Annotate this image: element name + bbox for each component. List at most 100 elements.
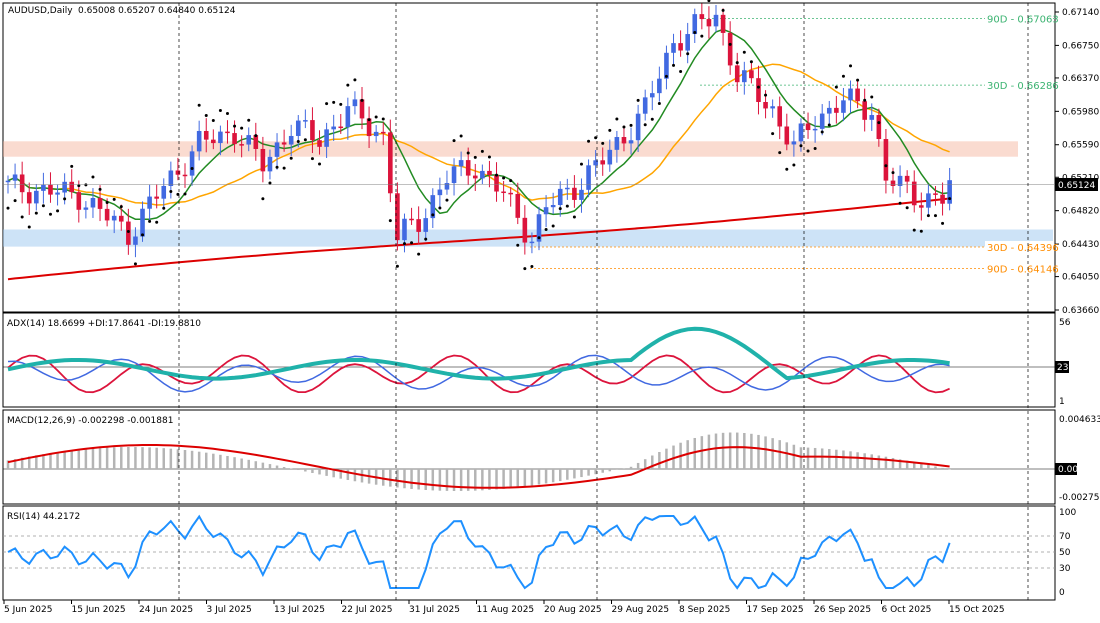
psar-dot: [813, 147, 817, 151]
psar-dot: [445, 198, 449, 202]
candle-body: [76, 192, 82, 210]
psar-dot: [353, 78, 357, 82]
psar-dot: [856, 78, 860, 82]
psar-dot: [948, 197, 952, 201]
rsi-title: RSI(14) 44.2172: [7, 512, 80, 522]
psar-dot: [417, 252, 421, 256]
candle-body: [274, 142, 280, 157]
candle-body: [104, 208, 110, 221]
rsi-panel[interactable]: RSI(14) 44.2172 100 70 50 30 0: [2, 505, 1076, 601]
time-axis-label: 24 Jun 2025: [139, 605, 193, 615]
candle-body: [133, 236, 138, 245]
adx-panel[interactable]: ADX(14) 18.6699 +DI:17.8641 -DI:19.8810 …: [2, 312, 1071, 408]
psar-dot: [452, 139, 456, 143]
psar-dot: [629, 123, 633, 127]
candle-body: [480, 170, 485, 179]
last-price-box: [1055, 178, 1098, 191]
adx-line: [7, 326, 950, 381]
psar-dot: [388, 219, 392, 223]
macd-tick-zero: 0.00: [1058, 465, 1078, 475]
psar-dot: [63, 197, 67, 201]
psar-dot: [162, 206, 166, 210]
price-axis: 0.671400.667500.663700.659800.655900.652…: [1055, 8, 1099, 316]
candle-body: [260, 148, 266, 172]
psar-dot: [509, 179, 513, 183]
candle-body: [657, 78, 662, 94]
candle-body: [310, 120, 315, 141]
candle-body: [317, 140, 322, 147]
psar-dot: [459, 134, 463, 138]
rsi-tick-label: 50: [1059, 548, 1071, 558]
candle-body: [494, 175, 499, 192]
candle-body: [911, 181, 917, 206]
adx-tick-top: 56: [1059, 318, 1071, 328]
psar-dot: [133, 262, 137, 266]
candle-body: [19, 174, 25, 193]
level-label-bg: [985, 12, 1053, 25]
candle-body: [189, 151, 195, 176]
support-zone: [3, 229, 1053, 247]
candle-body: [416, 219, 421, 232]
candle-body: [848, 88, 853, 101]
psar-dot: [346, 83, 350, 87]
psar-dot: [657, 102, 661, 106]
candle-body: [628, 140, 634, 144]
psar-dot: [799, 144, 803, 148]
psar-dot: [261, 197, 265, 201]
psar-dot: [877, 121, 881, 125]
macd-panel[interactable]: MACD(12,26,9) -0.002298 -0.001881 0.0046…: [2, 409, 1100, 505]
candle-body: [62, 181, 67, 193]
psar-dot: [827, 123, 831, 127]
time-axis-label: 26 Sep 2025: [814, 605, 871, 615]
psar-dot: [849, 64, 853, 68]
psar-dot: [919, 229, 923, 233]
psar-dot: [587, 139, 591, 143]
psar-dot: [806, 149, 810, 153]
candle-body: [253, 135, 259, 149]
psar-dot: [530, 264, 534, 268]
candle-body: [373, 131, 379, 137]
psar-dot: [190, 166, 194, 170]
psar-dot: [126, 229, 130, 233]
psar-dot: [516, 243, 520, 247]
psar-dot: [820, 130, 824, 134]
psar-dot: [183, 192, 187, 196]
candle-body: [303, 120, 308, 122]
adx-tick-mid: 23: [1057, 363, 1068, 373]
time-axis-label: 15 Oct 2025: [949, 605, 1005, 615]
candle-body: [168, 170, 174, 186]
psar-dot: [381, 117, 385, 121]
time-axis-label: 31 Jul 2025: [409, 605, 460, 615]
candle-body: [791, 141, 797, 145]
candle-body: [947, 180, 952, 204]
candle-body: [90, 198, 96, 208]
psar-dot: [424, 237, 428, 241]
psar-dot: [70, 164, 74, 168]
psar-dot: [841, 74, 845, 78]
candle-body: [742, 70, 747, 83]
candle-body: [897, 175, 903, 186]
price-tick-label: 0.64430: [1062, 240, 1099, 250]
candle-body: [515, 193, 521, 218]
psar-dot: [48, 212, 52, 216]
candlesticks: [5, 3, 952, 258]
psar-dot: [933, 214, 937, 218]
candle-body: [919, 205, 924, 208]
time-axis-label: 29 Aug 2025: [612, 605, 670, 615]
candle-body: [211, 139, 216, 144]
price-tick-label: 0.66370: [1062, 74, 1099, 84]
candle-body: [465, 160, 471, 176]
price-panel[interactable]: 0.671400.667500.663700.659800.655900.652…: [2, 0, 1099, 316]
candle-body: [826, 107, 832, 114]
psar-dot: [466, 151, 470, 155]
psar-dot: [367, 118, 371, 122]
candle-body: [649, 93, 655, 98]
candle-body: [600, 160, 606, 165]
candle-body: [635, 113, 641, 141]
candle-body: [55, 192, 60, 195]
candle-body: [543, 207, 549, 215]
candle-body: [841, 100, 846, 113]
psar-dot: [34, 211, 38, 215]
